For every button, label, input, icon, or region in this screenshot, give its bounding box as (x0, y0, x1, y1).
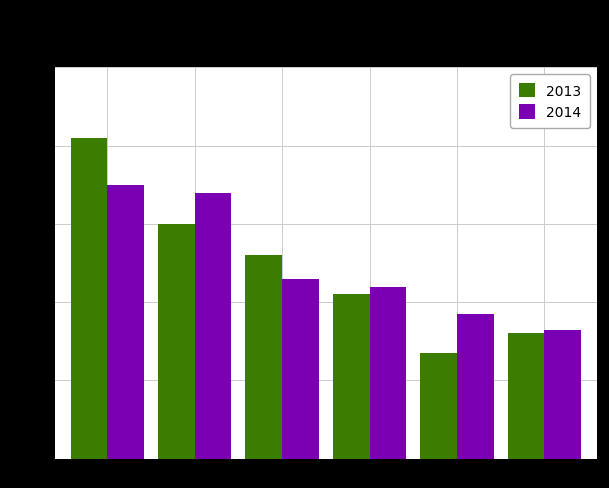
Bar (457, 314, 494, 459)
Bar (195, 193, 231, 459)
Bar (71, 139, 107, 459)
Bar (107, 185, 144, 459)
Bar (245, 256, 282, 459)
Bar (370, 287, 406, 459)
Bar (420, 353, 457, 459)
Legend: 2013, 2014: 2013, 2014 (510, 75, 590, 128)
Bar (508, 334, 544, 459)
Bar (158, 224, 195, 459)
Bar (333, 295, 370, 459)
Bar (544, 330, 581, 459)
Bar (282, 279, 319, 459)
